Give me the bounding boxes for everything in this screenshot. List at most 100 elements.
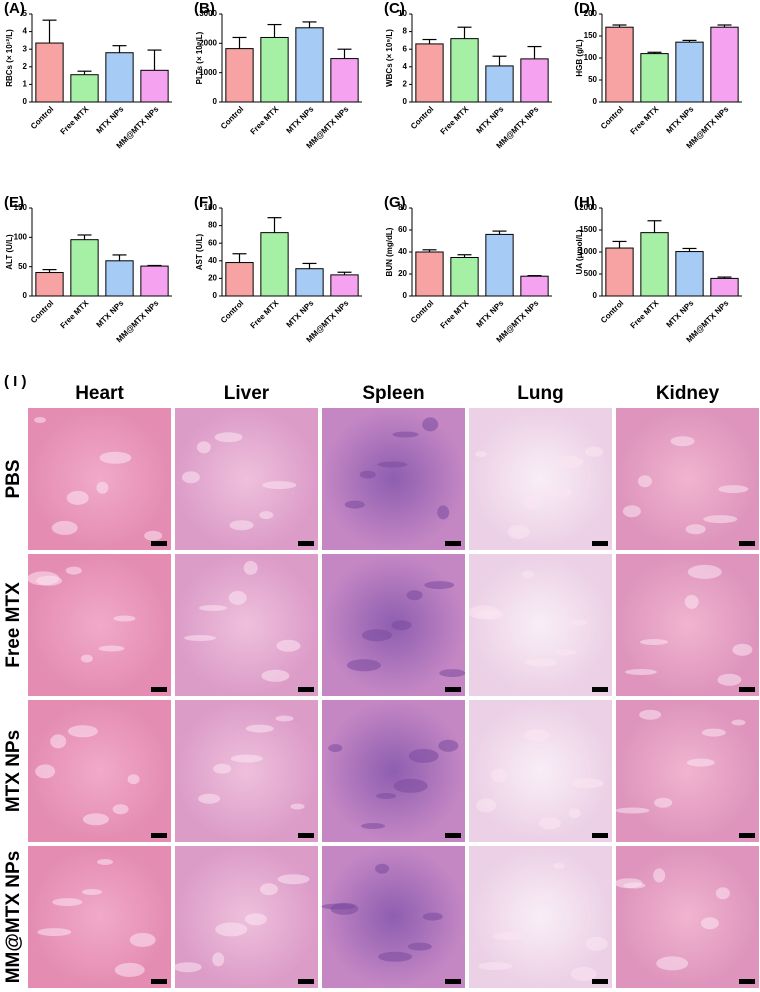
chart-panel: (C) WBCs (× 10⁹/L) 0 2 4 6 8 10 Control Free MTX M…	[384, 0, 552, 150]
y-tick-label: 3000	[199, 9, 217, 18]
scale-bar	[592, 833, 608, 838]
bar	[710, 26, 739, 103]
bar	[450, 38, 479, 103]
y-tick-label: 10	[398, 9, 407, 18]
tissue-feature	[80, 654, 93, 663]
scale-bar	[151, 833, 167, 838]
tissue-feature	[35, 764, 56, 779]
bar	[520, 275, 549, 297]
chart-panel: (F) AST (U/L) 0 20 40 60 80 100 Control Free MTX M…	[194, 194, 362, 344]
tissue-feature	[392, 431, 419, 438]
row-label: Free MTX	[3, 582, 24, 668]
scale-bar	[445, 979, 461, 984]
y-tick-label: 150	[584, 31, 598, 40]
tissue-feature	[731, 719, 746, 726]
tissue-feature	[181, 471, 200, 484]
bar	[70, 239, 99, 297]
tissue-feature	[97, 859, 113, 865]
x-tick-label: Free MTX	[249, 298, 281, 330]
y-tick-label: 2	[403, 80, 408, 89]
tissue-feature	[522, 494, 541, 509]
panel-label: ( I )	[4, 373, 27, 390]
bar	[450, 257, 479, 297]
tissue-feature	[212, 952, 225, 967]
tissue-feature	[615, 807, 650, 814]
tissue-feature	[717, 673, 742, 686]
y-tick-label: 40	[208, 256, 217, 265]
x-tick-label: MTX NPs	[285, 104, 316, 135]
bar	[640, 53, 669, 103]
tissue-feature	[475, 451, 487, 457]
tissue-feature	[437, 505, 450, 520]
x-tick-label: MTX NPs	[475, 104, 506, 135]
tissue-feature	[243, 560, 258, 575]
y-tick-label: 1000	[199, 68, 217, 77]
y-tick-label: 4	[23, 27, 28, 36]
tissue-feature	[538, 893, 554, 899]
bar	[260, 232, 289, 297]
tissue-feature	[375, 863, 390, 874]
tissue-feature	[321, 903, 356, 910]
x-tick-label: MTX NPs	[475, 298, 506, 329]
y-tick-label: 60	[208, 238, 217, 247]
bar	[485, 65, 514, 103]
tissue-feature	[230, 754, 263, 763]
y-tick-label: 50	[18, 262, 27, 271]
bar	[295, 27, 324, 103]
tissue-feature	[275, 715, 294, 722]
tissue-feature	[625, 669, 657, 675]
tissue-feature	[127, 774, 140, 785]
bar	[225, 262, 254, 297]
y-tick-label: 2000	[199, 38, 217, 47]
tissue-feature	[478, 962, 513, 971]
tissue-feature	[687, 564, 722, 579]
tissue-feature	[262, 481, 297, 490]
tissue-feature	[523, 729, 550, 742]
tissue-feature	[555, 455, 584, 468]
bar	[640, 232, 669, 297]
tissue-feature	[214, 432, 243, 443]
y-axis-label: BUN (mg/dL)	[385, 227, 394, 276]
row-label: MTX NPs	[3, 730, 24, 812]
tissue-feature	[686, 758, 715, 767]
y-tick-label: 80	[398, 203, 407, 212]
tissue-feature	[199, 605, 227, 611]
tissue-feature	[406, 590, 423, 601]
scale-bar	[298, 687, 314, 692]
y-axis-label: PLTs (× 10⁹/L)	[195, 31, 204, 84]
scale-bar	[298, 979, 314, 984]
y-axis-label: RBCs (× 10¹²/L)	[5, 29, 14, 87]
scale-bar	[151, 687, 167, 692]
scale-bar	[592, 979, 608, 984]
histology-image	[469, 700, 612, 842]
y-tick-label: 4	[403, 62, 408, 71]
y-tick-label: 0	[403, 97, 408, 106]
scale-bar	[739, 541, 755, 546]
tissue-feature	[198, 793, 221, 804]
tissue-feature	[228, 590, 247, 605]
bar	[675, 251, 704, 297]
column-header: Liver	[224, 383, 270, 404]
histology-image	[322, 700, 465, 842]
tissue-feature	[259, 511, 274, 520]
scale-bar	[445, 541, 461, 546]
x-tick-label: Control	[599, 105, 625, 131]
tissue-feature	[538, 817, 561, 830]
y-tick-label: 0	[593, 291, 598, 300]
y-tick-label: 20	[208, 274, 217, 283]
chart-panel: (G) BUN (mg/dL) 0 20 40 60 80 Control Free MTX MT…	[384, 194, 552, 344]
tissue-feature	[346, 659, 381, 672]
tissue-feature	[98, 645, 125, 652]
chart-panel: (B) PLTs (× 10⁹/L) 0 1000 2000 3000 Control Fre…	[194, 0, 362, 150]
bar	[675, 41, 704, 103]
x-tick-label: MTX NPs	[665, 104, 696, 135]
panel-label: (H)	[574, 194, 595, 211]
tissue-feature	[639, 709, 662, 720]
y-tick-label: 1	[23, 80, 28, 89]
y-tick-label: 5	[23, 9, 28, 18]
histology-image	[28, 408, 171, 550]
panel-label: (A)	[4, 0, 25, 17]
tissue-feature	[507, 524, 530, 539]
tissue-feature	[637, 475, 652, 488]
